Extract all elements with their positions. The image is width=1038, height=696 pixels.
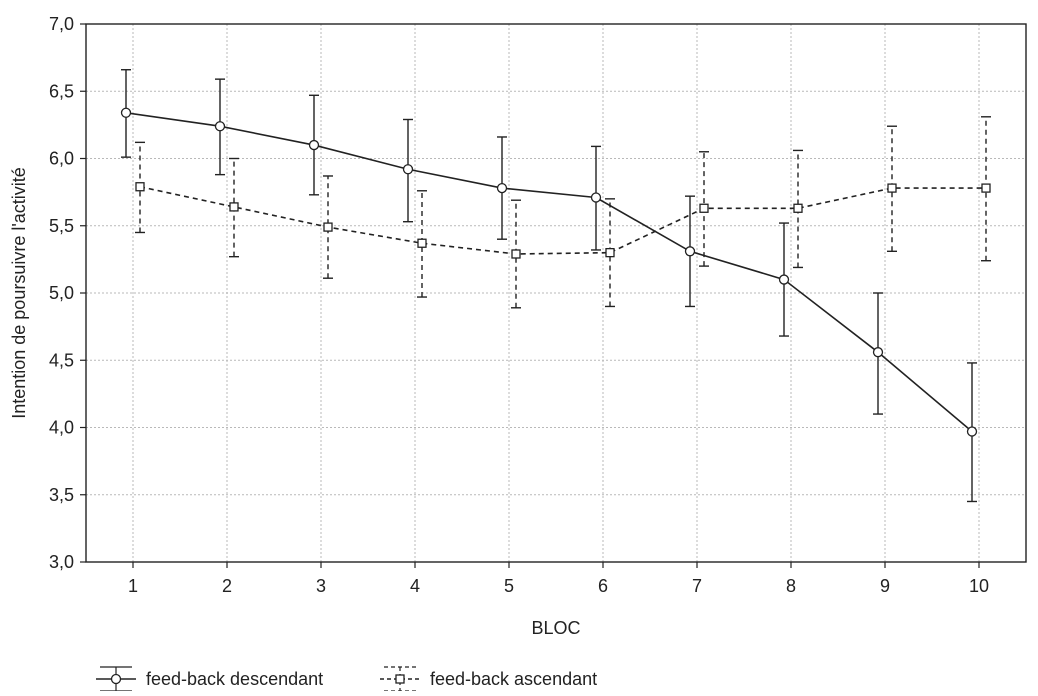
x-tick-label: 3 (316, 576, 326, 596)
error-bar (417, 190, 427, 298)
x-tick-label: 7 (692, 576, 702, 596)
data-point-circle (590, 192, 602, 203)
grid-lines (86, 24, 1026, 562)
axis-ticks (80, 23, 980, 568)
error-bar (323, 175, 333, 279)
y-axis-title: Intention de poursuivre l'activité (9, 167, 29, 419)
data-point-square (699, 203, 709, 213)
legend-label-ascendant: feed-back ascendant (430, 669, 597, 689)
error-bar (605, 198, 615, 308)
y-tick-label: 3,0 (49, 552, 74, 572)
data-point-circle (308, 139, 320, 151)
data-point-circle (872, 347, 884, 358)
series-descendant (120, 69, 978, 503)
data-point-square (323, 222, 333, 232)
x-tick-label: 1 (128, 576, 138, 596)
x-tick-label: 4 (410, 576, 420, 596)
legend-symbol-ascendant (380, 666, 420, 692)
y-tick-label: 5,0 (49, 283, 74, 303)
data-point-circle (496, 182, 508, 194)
data-point-square (135, 182, 145, 192)
legend: feed-back descendant feed-back ascendant (96, 666, 597, 692)
data-point-circle (120, 107, 132, 118)
y-tick-label: 4,0 (49, 418, 74, 438)
y-tick-label: 6,5 (49, 81, 74, 101)
y-tick-label: 7,0 (49, 14, 74, 34)
data-point-circle (402, 164, 414, 175)
y-tick-label: 4,5 (49, 350, 74, 370)
data-point-circle (778, 274, 790, 285)
data-point-circle (214, 121, 226, 132)
legend-label-descendant: feed-back descendant (146, 669, 323, 689)
data-point-square (793, 203, 803, 213)
data-point-square (417, 238, 427, 248)
series-line (139, 185, 986, 255)
x-tick-label: 5 (504, 576, 514, 596)
data-point-square (229, 202, 239, 212)
y-tick-label: 3,5 (49, 485, 74, 505)
y-tick-label: 5,5 (49, 216, 74, 236)
data-point-circle (684, 246, 696, 257)
y-tick-label: 6,0 (49, 149, 74, 169)
error-bar (511, 199, 521, 309)
legend-symbol-descendant (96, 666, 136, 692)
legend-marker-square (395, 674, 405, 684)
x-tick-label: 8 (786, 576, 796, 596)
series-line (125, 111, 973, 433)
x-tick-label: 2 (222, 576, 232, 596)
data-point-square (605, 247, 615, 258)
x-tick-label: 10 (969, 576, 989, 596)
x-tick-label: 9 (880, 576, 890, 596)
legend-marker-circle (110, 673, 122, 685)
data-point-square (511, 249, 521, 259)
tick-labels: 3,0 3,5 4,0 4,5 5,0 5,5 6,0 6,5 7,0 1 2 3 4 5 6 7 8 9 10 (49, 14, 989, 596)
data-point-circle (966, 426, 978, 437)
plot-frame (85, 23, 1027, 563)
data-point-square (887, 183, 897, 193)
series-layer (120, 69, 991, 503)
error-bar (981, 116, 991, 262)
error-bar (887, 125, 897, 253)
x-tick-label: 6 (598, 576, 608, 596)
series-ascendant (135, 116, 991, 309)
data-point-square (981, 183, 991, 193)
x-axis-title: BLOC (531, 618, 580, 638)
